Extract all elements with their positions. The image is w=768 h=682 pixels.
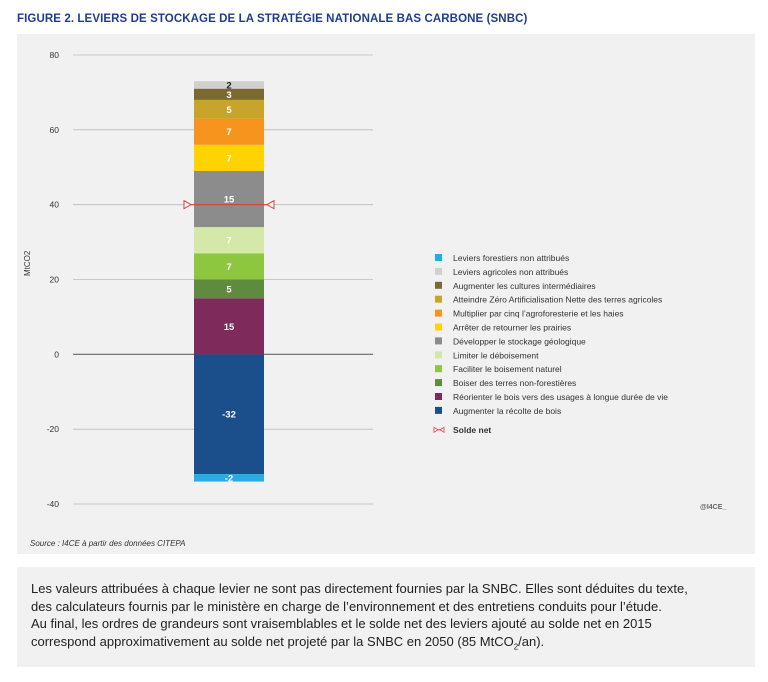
data-label: 5 [226,105,232,116]
data-label: 5 [226,284,232,295]
paragraph-line-4: correspond approximativement au solde ne… [31,633,741,656]
data-label: 7 [226,262,231,273]
data-label: -32 [222,410,236,421]
y-tick-label: -40 [47,499,60,509]
y-tick-label: 60 [50,125,60,135]
bar-segment [194,227,264,254]
legend-solde-marker [439,426,445,434]
data-label: -2 [225,473,233,484]
bar-segment [194,88,264,100]
data-label: 7 [226,127,231,138]
legend-swatch [435,267,442,275]
figure-title: FIGURE 2. LEVIERS DE STOCKAGE DE LA STRA… [17,13,528,25]
bars-layer [194,81,264,482]
legend-label: Leviers agricoles non attribués [453,267,568,277]
legend-swatch [435,351,442,359]
y-tick-label: 20 [50,275,60,285]
bar-segment [194,253,264,280]
y-tick-label: 80 [50,50,60,60]
explanation-box [17,567,755,667]
legend-swatch [435,365,442,373]
legend-label: Leviers forestiers non attribués [453,253,569,263]
legend-label: Atteindre Zéro Artificialisation Nette d… [453,295,662,305]
paragraph-line-2: des calculateurs fournis par le ministèr… [31,598,662,614]
y-axis-label-text: MtCO2 [23,250,32,276]
bar-segment [194,81,264,89]
data-label: 7 [226,236,231,247]
solde-net-marker-right [265,199,275,210]
data-label: 2 [226,80,231,91]
bar-segment [194,144,264,171]
legend-label: Arrêter de retourner les prairies [453,323,571,333]
legend-swatch [435,295,442,303]
legend-swatch [435,254,442,261]
bar-labels-layer: -32 -2 15 5 7 7 15 7 7 5 32 [222,80,236,484]
bar-segment [194,170,264,228]
legend-label: Augmenter les cultures intermédiaires [453,281,596,291]
bar-segment [194,354,264,475]
data-label: 15 [224,195,235,206]
y-axis-label: MtCO2 [23,251,32,276]
legend-swatch [435,281,442,289]
solde-net-marker-left [183,199,193,210]
y-tick-label: 0 [54,349,59,359]
source-note: Source : I4CE à partir des données CITEP… [30,539,186,548]
paragraph-line-4-main: correspond approximativement au solde ne… [31,633,514,649]
legend-label: Augmenter la récolte de bois [453,406,561,416]
bar-segment [194,298,264,355]
legend-swatch [435,406,442,414]
legend-label: Boiser des terres non-forestières [453,378,576,388]
data-label: 15 [224,322,235,333]
chart-panel: -40 -20 0 20 40 60 80 -32 -2 15 5 7 7 15 7 7 5 3 2 Levier… [17,34,755,554]
co2-subscript: 2 [513,642,519,652]
y-tick-label: -20 [47,424,60,434]
solde-net-layer [183,199,275,210]
bar-segment [194,99,264,119]
legend-solde-marker [433,426,439,434]
paragraph-line-3: Au final, les ordres de grandeurs sont v… [31,616,652,631]
legend-swatch [435,323,442,331]
legend-label: Solde net [453,425,491,435]
legend-swatch [435,309,442,317]
legend-label: Réorienter le bois vers des usages à lon… [453,392,668,402]
legend-label: Développer le stockage géologique [453,336,586,346]
bar-segment [194,118,264,145]
legend-swatch [435,337,442,345]
i4ce-watermark: @I4CE_ [700,504,727,511]
bar-segment [194,279,264,299]
data-label: 3 [226,90,231,101]
bar-segment [194,474,264,482]
y-tick-label: 40 [50,200,60,210]
legend-swatch [435,379,442,387]
legend-label: Limiter le déboisement [453,350,539,360]
explanation-paragraph: Les valeurs attribuées à chaque levier n… [31,580,741,656]
legend-label: Faciliter le boisement naturel [453,364,562,374]
legend-layer: Leviers forestiers non attribués Leviers … [433,253,668,435]
paragraph-line-4-end: /an). [518,633,545,649]
legend-label: Multiplier par cinq l’agroforesterie et … [453,309,624,319]
legend-swatch [435,393,442,400]
paragraph-line-1: Les valeurs attribuées à chaque levier n… [31,581,688,596]
data-label: 7 [226,153,231,164]
stacked-bar-chart: -40 -20 0 20 40 60 80 -32 -2 15 5 7 7 15 7 7 5 32 Levier… [47,50,669,509]
